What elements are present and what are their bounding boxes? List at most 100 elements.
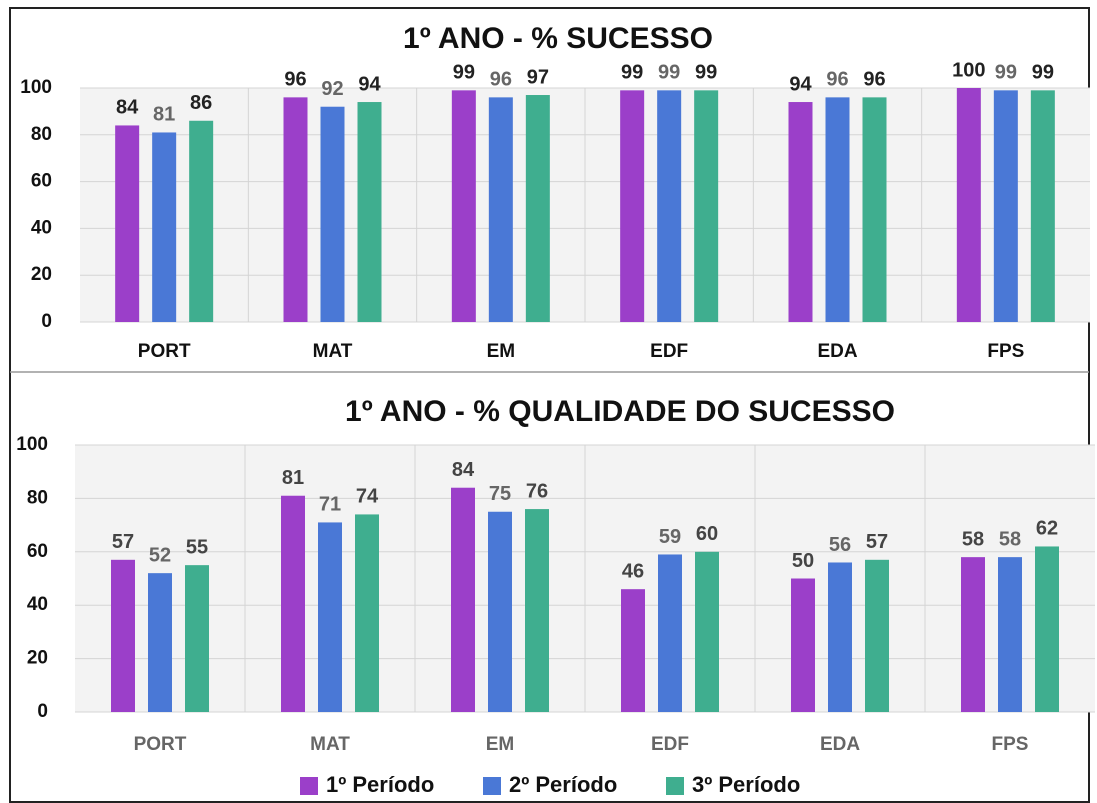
value-label: 99 bbox=[453, 62, 475, 84]
value-label: 56 bbox=[829, 534, 851, 556]
chart-title: 1º ANO - % SUCESSO bbox=[403, 22, 713, 55]
bar bbox=[185, 565, 209, 712]
bar bbox=[111, 559, 135, 712]
value-label: 97 bbox=[527, 66, 549, 88]
value-label: 50 bbox=[792, 550, 814, 572]
y-tick-label: 100 bbox=[16, 434, 48, 455]
value-label: 71 bbox=[319, 494, 341, 516]
value-label: 84 bbox=[116, 97, 139, 119]
x-tick-label: PORT bbox=[134, 734, 187, 755]
bar bbox=[993, 90, 1018, 322]
bar bbox=[318, 522, 342, 712]
bar bbox=[621, 589, 645, 712]
x-tick-label: FPS bbox=[987, 341, 1024, 362]
bar bbox=[862, 97, 887, 322]
x-tick-label: EM bbox=[486, 734, 515, 755]
bar bbox=[956, 88, 981, 322]
legend-swatch bbox=[666, 777, 684, 795]
x-tick-label: EM bbox=[487, 341, 516, 362]
value-label: 96 bbox=[826, 69, 848, 91]
value-label: 99 bbox=[621, 62, 643, 84]
y-tick-label: 100 bbox=[20, 77, 52, 98]
legend-label: 3º Período bbox=[692, 772, 800, 797]
bar bbox=[115, 125, 140, 322]
bar bbox=[791, 578, 815, 712]
bar bbox=[1035, 546, 1059, 712]
value-label: 81 bbox=[282, 467, 304, 489]
y-tick-label: 60 bbox=[31, 171, 52, 192]
bar bbox=[525, 509, 549, 712]
y-tick-label: 80 bbox=[27, 487, 48, 508]
bar bbox=[828, 562, 852, 712]
value-label: 60 bbox=[696, 523, 718, 545]
value-label: 96 bbox=[284, 69, 306, 91]
chart-title: 1º ANO - % QUALIDADE DO SUCESSO bbox=[345, 395, 895, 428]
value-label: 57 bbox=[112, 531, 134, 553]
x-tick-label: MAT bbox=[313, 341, 353, 362]
legend-label: 1º Período bbox=[326, 772, 434, 797]
value-label: 58 bbox=[962, 528, 984, 550]
bar bbox=[525, 95, 550, 323]
bar bbox=[357, 102, 382, 322]
value-label: 92 bbox=[321, 78, 343, 100]
value-label: 94 bbox=[358, 73, 381, 95]
bar bbox=[658, 554, 682, 712]
value-label: 57 bbox=[866, 531, 888, 553]
value-label: 46 bbox=[622, 560, 644, 582]
bar bbox=[694, 90, 719, 322]
value-label: 96 bbox=[863, 69, 885, 91]
legend-swatch bbox=[483, 777, 501, 795]
value-label: 59 bbox=[659, 526, 681, 548]
y-tick-label: 0 bbox=[37, 701, 48, 722]
value-label: 99 bbox=[1032, 62, 1054, 84]
y-tick-label: 80 bbox=[31, 124, 52, 145]
value-label: 99 bbox=[995, 62, 1017, 84]
x-tick-label: EDA bbox=[820, 734, 860, 755]
bar bbox=[788, 102, 813, 322]
value-label: 55 bbox=[186, 536, 208, 558]
bar bbox=[488, 97, 513, 322]
y-tick-label: 0 bbox=[41, 311, 52, 332]
value-label: 62 bbox=[1036, 518, 1058, 540]
x-tick-label: PORT bbox=[138, 341, 191, 362]
x-tick-label: EDF bbox=[651, 734, 689, 755]
y-tick-label: 20 bbox=[31, 264, 52, 285]
bar bbox=[281, 495, 305, 712]
value-label: 86 bbox=[190, 92, 212, 114]
legend-swatch bbox=[300, 777, 318, 795]
value-label: 99 bbox=[695, 62, 717, 84]
value-label: 74 bbox=[356, 486, 379, 508]
bar bbox=[998, 557, 1022, 712]
bar bbox=[189, 120, 214, 322]
bar bbox=[283, 97, 308, 322]
bar bbox=[825, 97, 850, 322]
bar bbox=[488, 511, 512, 712]
x-tick-label: FPS bbox=[992, 734, 1029, 755]
legend-label: 2º Período bbox=[509, 772, 617, 797]
bar bbox=[152, 132, 177, 322]
bar bbox=[657, 90, 682, 322]
value-label: 75 bbox=[489, 483, 511, 505]
bar bbox=[451, 90, 476, 322]
value-label: 52 bbox=[149, 544, 171, 566]
value-label: 94 bbox=[789, 73, 812, 95]
value-label: 99 bbox=[658, 62, 680, 84]
x-tick-label: EDA bbox=[817, 341, 857, 362]
y-tick-label: 60 bbox=[27, 541, 48, 562]
bar bbox=[865, 559, 889, 712]
x-tick-label: MAT bbox=[310, 734, 350, 755]
bar bbox=[355, 514, 379, 712]
bar bbox=[148, 573, 172, 712]
bar bbox=[961, 557, 985, 712]
value-label: 84 bbox=[452, 459, 475, 481]
value-label: 100 bbox=[952, 59, 985, 81]
bar bbox=[1030, 90, 1055, 322]
value-label: 96 bbox=[490, 69, 512, 91]
y-tick-label: 20 bbox=[27, 648, 48, 669]
x-tick-label: EDF bbox=[650, 341, 688, 362]
y-tick-label: 40 bbox=[27, 594, 48, 615]
bar bbox=[320, 106, 345, 322]
value-label: 76 bbox=[526, 480, 548, 502]
value-label: 58 bbox=[999, 528, 1021, 550]
